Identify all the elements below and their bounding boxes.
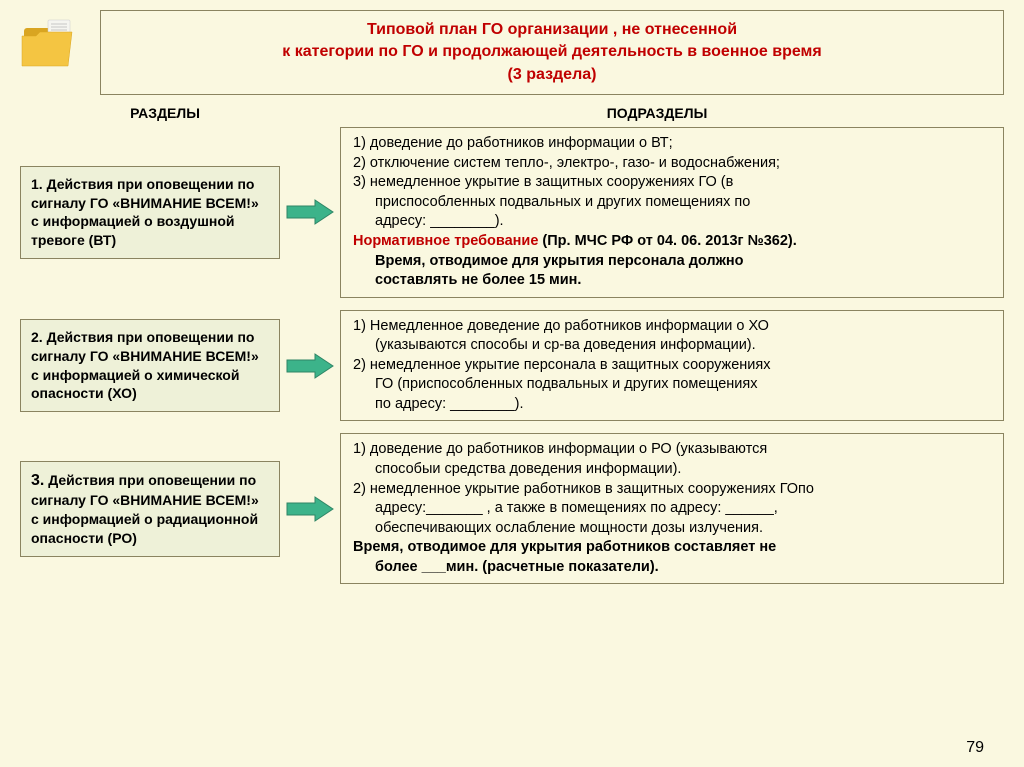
- section-row: 1. Действия при оповещении по сигналу ГО…: [20, 127, 1004, 298]
- arrow-icon: [280, 127, 340, 298]
- subsection-line: ГО (приспособленных подвальных и других …: [353, 375, 991, 395]
- subsection-line: 2) немедленное укрытие работников в защи…: [353, 480, 991, 500]
- page-number: 79: [966, 739, 984, 757]
- col-header-right: ПОДРАЗДЕЛЫ: [310, 105, 1004, 121]
- header-line3: (3 раздела): [508, 66, 597, 83]
- section-right-box: 1) доведение до работников информации о …: [340, 127, 1004, 298]
- subsection-line: обеспечивающих ослабление мощности дозы …: [353, 519, 991, 539]
- subsection-line: составлять не более 15 мин.: [353, 271, 991, 291]
- section-left-box: 3. Действия при оповещении по сигналу ГО…: [20, 461, 280, 557]
- subsection-line: более ___мин. (расчетные показатели).: [353, 558, 991, 578]
- subsection-line: Время, отводимое для укрытия работников …: [353, 538, 991, 558]
- subsection-line: 1) доведение до работников информации о …: [353, 440, 991, 460]
- subsection-line: 1) доведение до работников информации о …: [353, 134, 991, 154]
- header-box: Типовой план ГО организации , не отнесен…: [100, 10, 1004, 95]
- section-row: 3. Действия при оповещении по сигналу ГО…: [20, 433, 1004, 584]
- subsection-line: по адресу: ________).: [353, 395, 991, 415]
- subsection-line: 2) немедленное укрытие персонала в защит…: [353, 356, 991, 376]
- subsection-line: адресу: ________).: [353, 212, 991, 232]
- subsection-line: 3) немедленное укрытие в защитных сооруж…: [353, 173, 991, 193]
- subsection-line: 2) отключение систем тепло-, электро-, г…: [353, 154, 991, 174]
- header-line1: Типовой план ГО организации , не отнесен…: [367, 21, 737, 38]
- section-left-box: 1. Действия при оповещении по сигналу ГО…: [20, 166, 280, 260]
- arrow-icon: [280, 433, 340, 584]
- subsection-line: приспособленных подвальных и других поме…: [353, 193, 991, 213]
- subsection-line: адресу:_______ , а также в помещениях по…: [353, 499, 991, 519]
- columns-header: РАЗДЕЛЫ ПОДРАЗДЕЛЫ: [20, 105, 1004, 121]
- section-row: 2. Действия при оповещении по сигналу ГО…: [20, 310, 1004, 422]
- subsection-line: способыи средства доведения информации).: [353, 460, 991, 480]
- folder-icon: [18, 14, 78, 74]
- section-left-box: 2. Действия при оповещении по сигналу ГО…: [20, 319, 280, 413]
- subsection-line: 1) Немедленное доведение до работников и…: [353, 317, 991, 337]
- subsection-line: Время, отводимое для укрытия персонала д…: [353, 252, 991, 272]
- header-line2: к категории по ГО и продолжающей деятель…: [282, 43, 821, 60]
- arrow-icon: [280, 310, 340, 422]
- subsection-line: (указываются способы и ср-ва доведения и…: [353, 336, 991, 356]
- col-header-left: РАЗДЕЛЫ: [20, 105, 310, 121]
- section-right-box: 1) доведение до работников информации о …: [340, 433, 1004, 584]
- subsection-line: Нормативное требование (Пр. МЧС РФ от 04…: [353, 232, 991, 252]
- section-right-box: 1) Немедленное доведение до работников и…: [340, 310, 1004, 422]
